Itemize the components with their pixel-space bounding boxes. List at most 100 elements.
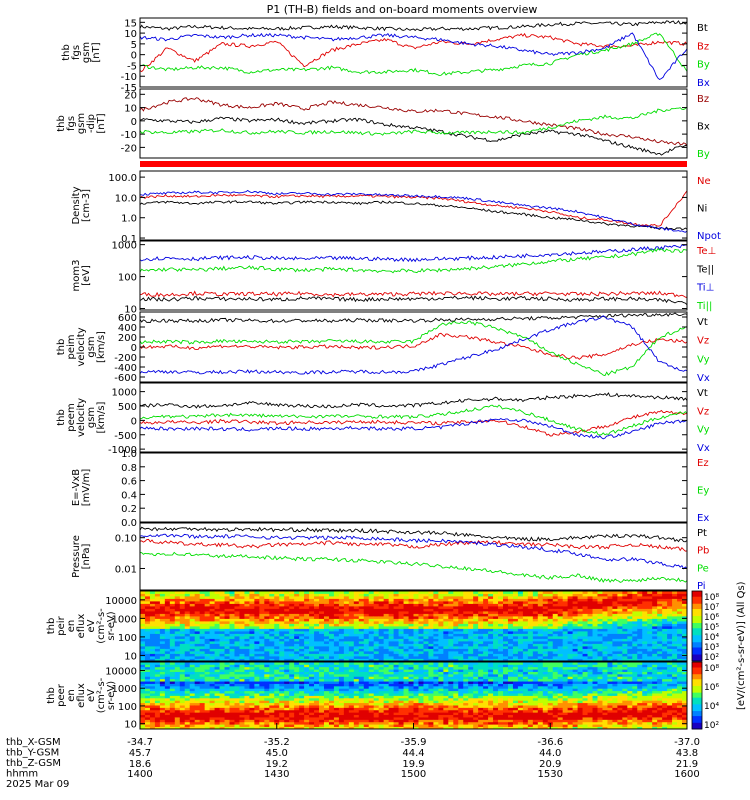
spectrogram-cell (224, 646, 230, 649)
spectrogram-cell (309, 709, 315, 713)
spectrogram-cell (632, 641, 638, 644)
colorbar-tick-label: 10² (704, 653, 719, 663)
spectrogram-cell (438, 613, 444, 617)
spectrogram-cell (244, 669, 250, 672)
spectrogram-cell (343, 616, 350, 619)
spectrogram-cell (627, 611, 633, 614)
spectrogram-cell (622, 613, 628, 617)
spectrogram-cell (254, 721, 260, 725)
spectrogram-cell (493, 651, 499, 654)
spectrogram-cell (393, 626, 399, 629)
spectrogram-cell (388, 651, 395, 654)
spectrogram-cell (393, 636, 399, 639)
spectrogram-cell (289, 683, 295, 687)
spectrogram-cell (323, 712, 330, 716)
spectrogram-cell (234, 606, 240, 609)
spectrogram-cell (284, 673, 290, 677)
legend-label: By (697, 60, 710, 71)
y-axis-label: peim (66, 334, 77, 359)
spectrogram-cell (617, 628, 623, 632)
spectrogram-cell (373, 636, 380, 639)
spectrogram-cell (244, 700, 250, 704)
spectrogram-cell (383, 598, 390, 602)
spectrogram-cell (527, 633, 534, 637)
spectrogram-cell (642, 606, 648, 609)
spectrogram-cell (358, 681, 365, 684)
spectrogram-cell (408, 673, 414, 677)
spectrogram-cell (478, 626, 484, 629)
spectrogram-cell (189, 648, 196, 652)
spectrogram-cell (612, 648, 618, 652)
spectrogram-cell (418, 611, 424, 614)
spectrogram-cell (567, 628, 574, 632)
spectrogram-cell (572, 653, 578, 657)
spectrogram-cell (373, 702, 380, 706)
spectrogram-cell (299, 709, 305, 713)
spectrogram-cell (473, 621, 479, 624)
spectrogram-cell (428, 598, 434, 602)
spectrogram-cell (204, 648, 211, 652)
spectrogram-cell (602, 656, 608, 659)
y-axis-label: thb (61, 44, 72, 61)
spectrogram-cell (557, 646, 564, 649)
spectrogram-cell (438, 603, 444, 607)
spectrogram-cell (159, 621, 166, 624)
spectrogram-cell (219, 690, 225, 694)
spectrogram-cell (299, 658, 305, 662)
spectrogram-cell (353, 618, 360, 622)
spectrogram-cell (304, 643, 310, 647)
spectrogram-cell (478, 618, 484, 622)
spectrogram-cell (348, 683, 355, 687)
spectrogram-cell (677, 623, 683, 627)
spectrogram-cell (652, 658, 658, 662)
spectrogram-cell (249, 618, 255, 622)
spectrogram-cell (453, 651, 459, 654)
spectrogram-cell (338, 685, 345, 689)
spectrogram-cell (214, 653, 220, 657)
spectrogram-cell (582, 648, 588, 652)
spectrogram-cell (319, 616, 325, 619)
spectrogram-cell (204, 653, 211, 657)
spectrogram-cell (597, 596, 603, 599)
spectrogram-cell (199, 658, 206, 662)
spectrogram-cell (637, 606, 643, 609)
y-tick-label: -15 (121, 83, 137, 94)
spectrogram-cell (269, 685, 275, 689)
spectrogram-cell (468, 651, 474, 654)
spectrogram-cell (234, 593, 240, 597)
spectrogram-cell (254, 591, 260, 594)
spectrogram-cell (373, 611, 380, 614)
spectrogram-cell (403, 707, 409, 711)
spectrogram-cell (333, 643, 340, 647)
spectrogram-cell (418, 608, 424, 612)
spectrogram-cell (249, 606, 255, 609)
spectrogram-cell (149, 693, 156, 696)
spectrogram-cell (249, 641, 255, 644)
spectrogram-cell (184, 690, 191, 694)
spectrogram-cell (179, 695, 186, 699)
spectrogram-cell (363, 636, 370, 639)
y-tick-label: 0.8 (121, 463, 137, 474)
spectrogram-cell (428, 641, 434, 644)
y-axis-label: [nPa] (81, 543, 92, 569)
spectrogram-cell (299, 707, 305, 711)
spectrogram-cell (672, 611, 678, 614)
spectrogram-cell (428, 638, 434, 642)
spectrogram-cell (582, 613, 588, 617)
spectrogram-cell (438, 606, 444, 609)
spectrogram-cell (448, 596, 454, 599)
spectrogram-cell (169, 648, 176, 652)
spectrogram-cell (294, 631, 300, 634)
spectrogram-cell (254, 653, 260, 657)
spectrogram-cell (343, 695, 350, 699)
spectrogram-cell (194, 601, 201, 604)
spectrogram-cell (507, 593, 514, 597)
spectrogram-cell (393, 717, 399, 720)
spectrogram-cell (398, 606, 404, 609)
spectrogram-cell (458, 591, 464, 594)
spectrogram-cell (319, 646, 325, 649)
spectrogram-cell (164, 685, 171, 689)
spectrogram-cell (333, 656, 340, 659)
spectrogram-cell (373, 641, 380, 644)
colorbar-segment (692, 615, 702, 618)
